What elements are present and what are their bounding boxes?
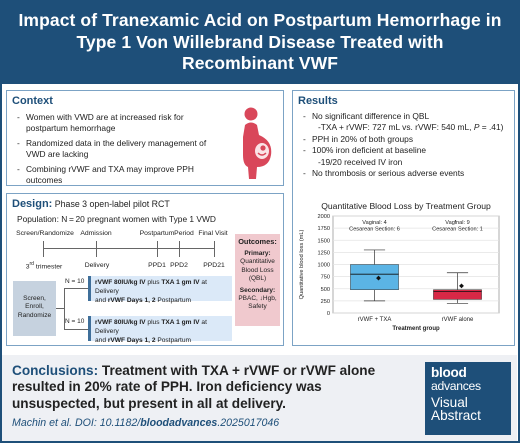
logo-line: Visual <box>431 394 468 410</box>
y-tick-label: 1000 <box>318 263 330 269</box>
results-bullets: No significant difference in QBL -TXA + … <box>303 111 513 179</box>
trimester-label: 3rd trimester <box>25 261 63 271</box>
branch-line <box>56 308 64 309</box>
header-banner: Impact of Tranexamic Acid on Postpartum … <box>0 0 520 84</box>
results-subline: -19/20 received IV iron <box>318 156 403 167</box>
y-tick-label: 1250 <box>318 250 330 256</box>
results-panel: Results No significant difference in QBL… <box>292 90 515 346</box>
y-tick-label: 1750 <box>318 226 330 232</box>
mean-marker <box>459 283 464 289</box>
branch-line <box>64 329 88 330</box>
y-tick-label: 2000 <box>318 214 330 220</box>
timeline-tick <box>179 241 180 257</box>
primary-label: Primary: <box>244 250 271 258</box>
design-title: Design: Phase 3 open-label pilot RCT <box>12 198 170 210</box>
timeline-label: PPD21 <box>203 262 225 269</box>
results-title: Results <box>298 95 338 107</box>
timeline-tick <box>214 241 215 257</box>
outcomes-box: Outcomes: Primary: Quantitative Blood Lo… <box>235 234 280 326</box>
design-title-rest: Phase 3 open-label pilot RCT <box>52 199 170 209</box>
group-annotation: Cesarean Section: 1 <box>432 226 483 232</box>
y-tick-label: 1500 <box>318 238 330 244</box>
context-panel: Context Women with VWD are at increased … <box>6 90 284 186</box>
title-line-2: Type 1 Von Willebrand Disease Treated wi… <box>76 31 444 52</box>
design-panel: Design: Phase 3 open-label pilot RCT Pop… <box>6 193 284 346</box>
logo-line: blood <box>431 365 467 380</box>
timeline-label: PPD2 <box>170 262 188 269</box>
blood-advances-logo: blood advances Visual Abstract <box>425 362 511 435</box>
logo-line: Abstract <box>431 407 481 423</box>
context-bullet: Women with VWD are at increased risk for… <box>17 112 213 133</box>
arm-box-rvwf: rVWF 80IU/kg IV plus TXA 1 gm IV at Deli… <box>88 316 232 344</box>
timeline-axis <box>43 248 215 249</box>
timeline-label: Final Visit <box>198 230 228 237</box>
timeline-label: Admission <box>80 230 112 237</box>
conclusion-text: Conclusions: Treatment with TXA + rVWF o… <box>12 363 412 412</box>
screen-enroll-box: Screen, Enroll, Randomize <box>13 281 56 336</box>
results-bullet: 100% iron deficient at baseline <box>303 145 513 156</box>
results-subline: -TXA + rVWF: 727 mL vs. rVWF: 540 mL, P … <box>318 122 504 133</box>
pregnant-woman-icon <box>243 107 272 179</box>
y-tick-label: 500 <box>321 287 330 293</box>
timeline-tick <box>43 241 44 257</box>
results-bullet: No thrombosis or serious adverse events <box>303 168 513 179</box>
group-annotation: Cesarean Section: 6 <box>349 226 400 232</box>
title-line-3: Recombinant VWF <box>181 53 339 73</box>
branch-line <box>64 288 65 329</box>
x-tick-label: rVWF + TXA <box>358 317 392 323</box>
population-text: Population: N = 20 pregnant women with T… <box>17 214 216 224</box>
secondary-label: Secondary: <box>239 287 276 295</box>
arm-box-txa: rVWF 80IU/kg IV plus TXA 1 gm IV at Deli… <box>88 276 232 304</box>
design-title-prefix: Design: <box>12 198 53 210</box>
title-line-1: Impact of Tranexamic Acid on Postpartum … <box>18 10 502 30</box>
arm-n-label: N = 10 <box>65 318 85 325</box>
results-bullet: PPH in 20% of both groups <box>303 134 513 145</box>
timeline-label: Screen/Randomize <box>16 230 74 237</box>
y-tick-label: 250 <box>321 299 330 305</box>
outlier-point <box>454 220 457 222</box>
x-tick-label: rVWF alone <box>442 317 474 323</box>
arm-n-label: N = 10 <box>65 278 85 285</box>
context-bullet: Randomized data in the delivery manageme… <box>17 138 213 159</box>
timeline-label: Delivery <box>84 262 110 269</box>
context-title: Context <box>12 95 53 107</box>
timeline-tick <box>157 241 158 257</box>
box <box>350 264 399 290</box>
timeline-label: PPD1 <box>148 262 166 269</box>
box <box>433 289 482 300</box>
outcomes-heading: Outcomes: <box>238 237 277 246</box>
conclusion-body: Treatment with TXA + rVWF or rVWF alone … <box>12 363 376 411</box>
timeline-label: Period <box>174 230 194 237</box>
results-bullet: No significant difference in QBL <box>303 111 513 122</box>
y-axis-label: Quantitative blood loss (mL) <box>299 230 305 300</box>
conclusion-lead: Conclusions: <box>12 363 99 378</box>
context-bullet: Combining rVWF and TXA may improve PPH o… <box>17 164 213 185</box>
timeline-tick <box>96 241 97 257</box>
box-plot-chart: 0 250 500 750 1000 1250 1500 1750 2000 Quantitati… <box>299 214 500 332</box>
y-tick-label: 750 <box>321 275 330 281</box>
timeline-label: Postpartum <box>139 230 175 237</box>
x-axis-label: Treatment group <box>392 326 440 332</box>
context-bullets: Women with VWD are at increased risk for… <box>17 112 213 191</box>
chart-title: Quantitative Blood Loss by Treatment Gro… <box>321 201 491 211</box>
logo-line: advances <box>431 378 481 393</box>
group-annotation: Vaginal: 4 <box>362 220 386 226</box>
y-tick-label: 0 <box>327 311 330 317</box>
branch-line <box>64 288 88 289</box>
group-annotation: Vaginal: 9 <box>445 220 469 226</box>
citation: Machin et al. DOI: 10.1182/bloodadvances… <box>12 417 280 429</box>
